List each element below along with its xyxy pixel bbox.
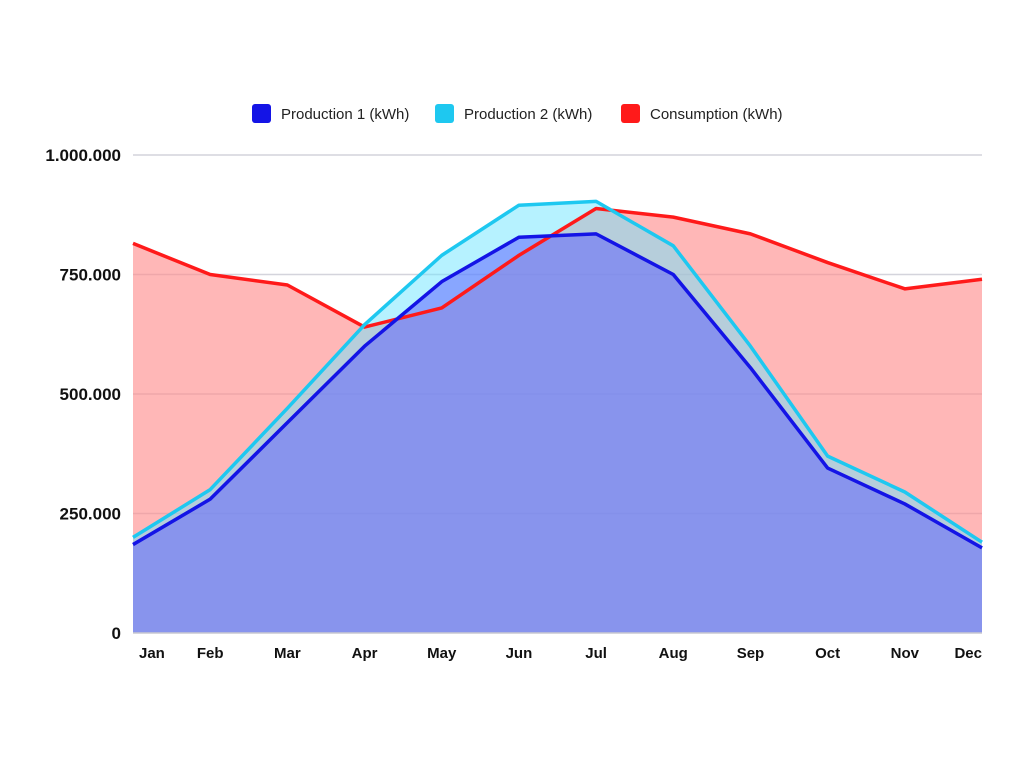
y-tick-label: 750.000: [60, 266, 121, 285]
legend-label: Production 1 (kWh): [281, 106, 409, 123]
legend-swatch: [252, 104, 271, 123]
legend-swatch: [621, 104, 640, 123]
legend-item: Consumption (kWh): [621, 104, 783, 123]
x-tick-label: Jan: [139, 645, 165, 662]
x-tick-label: Mar: [274, 645, 301, 662]
series-line: [132, 206, 983, 329]
x-tick-label: Feb: [197, 645, 224, 662]
x-tick-label: Oct: [815, 645, 840, 662]
legend-item: Production 1 (kWh): [252, 104, 409, 123]
series-line: [132, 199, 983, 544]
series-line: [132, 232, 983, 550]
x-tick-label: Nov: [891, 645, 920, 662]
legend-label: Production 2 (kWh): [464, 106, 592, 123]
x-tick-label: Dec: [954, 645, 982, 662]
x-tick-label: Apr: [352, 645, 378, 662]
legend-label: Consumption (kWh): [650, 106, 783, 123]
series-area: [133, 233, 982, 633]
y-tick-label: 1.000.000: [45, 146, 121, 165]
x-tick-label: Aug: [659, 645, 688, 662]
y-tick-label: 250.000: [60, 505, 121, 524]
x-tick-label: Sep: [737, 645, 765, 662]
y-tick-label: 500.000: [60, 385, 121, 404]
legend-swatch: [435, 104, 454, 123]
legend-item: Production 2 (kWh): [435, 104, 592, 123]
x-tick-label: Jul: [585, 645, 607, 662]
x-tick-label: Jun: [506, 645, 533, 662]
y-tick-label: 0: [112, 624, 121, 643]
x-tick-label: May: [427, 645, 457, 662]
